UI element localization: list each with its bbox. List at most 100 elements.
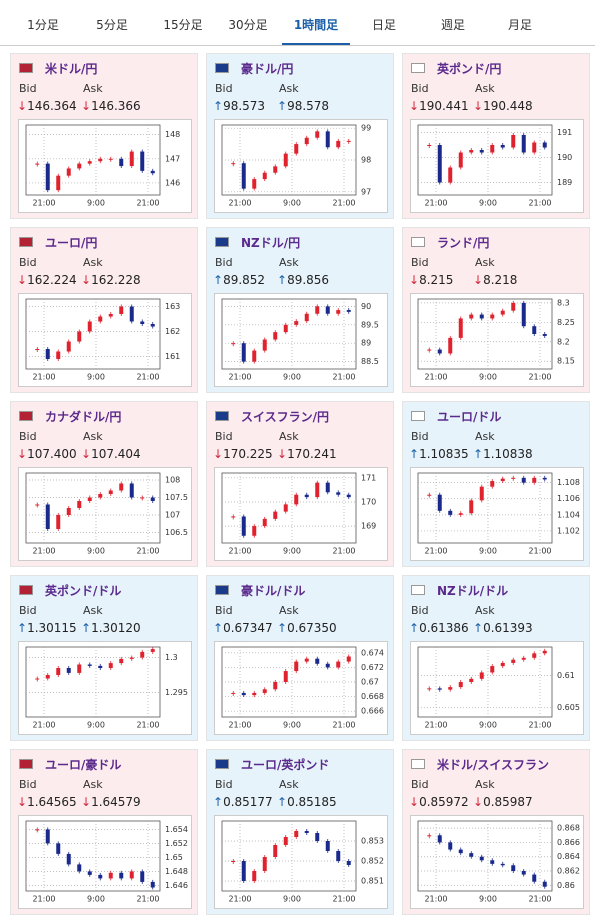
pair-name: カナダドル/円 bbox=[45, 410, 122, 424]
y-tick-label: 1.654 bbox=[165, 825, 188, 834]
ask-label: Ask bbox=[279, 82, 299, 95]
chart-box: 1.295 1.3 21:00 9:00 21:00 bbox=[18, 641, 192, 739]
candle bbox=[437, 688, 442, 690]
bid-label: Bid bbox=[411, 604, 429, 617]
y-tick-label: 1.102 bbox=[557, 526, 580, 535]
bid-value: ↓146.364 bbox=[17, 99, 77, 113]
tab[interactable]: 1分足 bbox=[27, 18, 59, 32]
y-tick-label: 0.67 bbox=[361, 678, 379, 687]
y-tick-label: 8.2 bbox=[557, 337, 570, 346]
x-tick-label: 9:00 bbox=[479, 547, 497, 556]
chart-box: 0.86 0.862 0.864 0.866 0.868 21:00 9:00 21:00 bbox=[410, 815, 584, 913]
candle bbox=[77, 664, 82, 673]
chart-box: 169 170 171 21:00 9:00 21:00 bbox=[214, 467, 388, 565]
x-tick-label: 21:00 bbox=[136, 199, 159, 208]
rate-panel[interactable]: NZドル/円 Bid Ask ↑89.852 ↑89.856 88.5 89 89.5 90 21… bbox=[206, 227, 394, 393]
tab[interactable]: 30分足 bbox=[228, 18, 268, 32]
bid-value: ↑1.10835 bbox=[409, 447, 469, 461]
x-tick-label: 21:00 bbox=[136, 721, 159, 730]
candle bbox=[273, 682, 278, 690]
tab[interactable]: 15分足 bbox=[163, 18, 203, 32]
candle bbox=[532, 477, 537, 483]
candle bbox=[304, 658, 309, 662]
candle bbox=[336, 851, 341, 861]
candle bbox=[87, 161, 92, 164]
y-tick-label: 0.86 bbox=[557, 881, 575, 890]
bid-label: Bid bbox=[19, 604, 37, 617]
y-tick-label: 0.853 bbox=[361, 837, 384, 846]
rate-panel[interactable]: ユーロ/円 Bid Ask ↓162.224 ↓162.228 161 162 163 21:0… bbox=[10, 227, 198, 393]
candle bbox=[521, 657, 526, 660]
y-tick-label: 1.108 bbox=[557, 478, 580, 487]
rate-panel[interactable]: 米ドル/スイスフラン Bid Ask ↓0.85972 ↓0.85987 0.86 0.86… bbox=[402, 749, 590, 915]
candle bbox=[252, 692, 257, 696]
candle bbox=[77, 163, 82, 169]
candle bbox=[262, 518, 267, 527]
x-tick-label: 21:00 bbox=[528, 199, 551, 208]
candle bbox=[448, 842, 453, 850]
chart-box: 97 98 99 21:00 9:00 21:00 bbox=[214, 119, 388, 217]
candle bbox=[273, 166, 278, 173]
rate-panel[interactable]: 豪ドル/ドル Bid Ask ↑0.67347 ↑0.67350 0.666 0.668 0.… bbox=[206, 575, 394, 741]
candle bbox=[437, 494, 442, 511]
x-tick-label: 9:00 bbox=[479, 373, 497, 382]
pair-name: ユーロ/ドル bbox=[437, 410, 502, 424]
candle bbox=[77, 331, 82, 342]
rate-panel[interactable]: 豪ドル/円 Bid Ask ↑98.573 ↑98.578 97 98 99 21:00 9:00… bbox=[206, 53, 394, 219]
chart-box: 1.102 1.104 1.106 1.108 21:00 9:00 21:00 bbox=[410, 467, 584, 565]
candle bbox=[262, 689, 267, 693]
flag-icon bbox=[411, 237, 425, 247]
candle bbox=[304, 313, 309, 322]
tab[interactable]: 1時間足 bbox=[293, 18, 339, 32]
y-tick-label: 0.851 bbox=[361, 877, 384, 886]
bid-value: ↑98.573 bbox=[213, 99, 266, 113]
candle bbox=[231, 692, 236, 694]
candle bbox=[427, 835, 432, 837]
candle bbox=[140, 321, 145, 324]
candle bbox=[108, 158, 113, 160]
rate-panel[interactable]: ユーロ/英ポンド Bid Ask ↑0.85177 ↑0.85185 0.851 0.852… bbox=[206, 749, 394, 915]
mini-chart: 0.605 0.61 21:00 9:00 21:00 bbox=[410, 641, 584, 735]
y-tick-label: 0.674 bbox=[361, 648, 384, 657]
ask-label: Ask bbox=[83, 82, 103, 95]
rate-panel[interactable]: ランド/円 Bid Ask ↓8.215 ↓8.218 8.15 8.2 8.25 8.3 21:… bbox=[402, 227, 590, 393]
chart-box: 106.5 107 107.5 108 21:00 9:00 21:00 bbox=[18, 467, 192, 565]
y-tick-label: 8.15 bbox=[557, 357, 575, 366]
rate-panel[interactable]: ユーロ/豪ドル Bid Ask ↓1.64565 ↓1.64579 1.646 1.648 1… bbox=[10, 749, 198, 915]
pair-name: スイスフラン/円 bbox=[241, 410, 330, 424]
ask-label: Ask bbox=[475, 430, 495, 443]
rate-panel[interactable]: ユーロ/ドル Bid Ask ↑1.10835 ↑1.10838 1.102 1.104 1.… bbox=[402, 401, 590, 567]
x-tick-label: 21:00 bbox=[424, 721, 447, 730]
candle bbox=[283, 324, 288, 333]
chart-box: 88.5 89 89.5 90 21:00 9:00 21:00 bbox=[214, 293, 388, 391]
ask-label: Ask bbox=[83, 256, 103, 269]
tab[interactable]: 月足 bbox=[507, 18, 533, 32]
rate-panel[interactable]: NZドル/ドル Bid Ask ↑0.61386 ↑0.61393 0.605 0.61 21… bbox=[402, 575, 590, 741]
plot-frame bbox=[417, 472, 553, 544]
candle bbox=[283, 153, 288, 167]
candle bbox=[448, 337, 453, 354]
candle bbox=[458, 513, 463, 515]
rate-panel[interactable]: 英ポンド/ドル Bid Ask ↑1.30115 ↑1.30120 1.295 1.3 21:… bbox=[10, 575, 198, 741]
rate-panel[interactable]: 英ポンド/円 Bid Ask ↓190.441 ↓190.448 189 190 191 21:… bbox=[402, 53, 590, 219]
y-tick-label: 189 bbox=[557, 178, 572, 187]
rate-panel[interactable]: カナダドル/円 Bid Ask ↓107.400 ↓107.404 106.5 107 107… bbox=[10, 401, 198, 567]
rate-panel[interactable]: 米ドル/円 Bid Ask ↓146.364 ↓146.366 146 147 148 21:0… bbox=[10, 53, 198, 219]
bid-value: ↓190.441 bbox=[409, 99, 469, 113]
x-tick-label: 9:00 bbox=[283, 199, 301, 208]
ask-value: ↓146.366 bbox=[81, 99, 141, 113]
rate-panel[interactable]: スイスフラン/円 Bid Ask ↓170.225 ↓170.241 169 170 171 2… bbox=[206, 401, 394, 567]
pair-name: 米ドル/円 bbox=[45, 62, 98, 76]
candle bbox=[150, 881, 155, 888]
candle bbox=[448, 687, 453, 690]
mini-chart: 106.5 107 107.5 108 21:00 9:00 21:00 bbox=[18, 467, 192, 561]
flag-icon bbox=[19, 585, 33, 595]
y-tick-label: 1.3 bbox=[165, 653, 178, 662]
tab[interactable]: 日足 bbox=[371, 18, 397, 32]
ask-label: Ask bbox=[279, 256, 299, 269]
tab[interactable]: 5分足 bbox=[96, 18, 128, 32]
candle bbox=[490, 481, 495, 487]
tab[interactable]: 週足 bbox=[440, 18, 466, 32]
candle bbox=[511, 659, 516, 663]
mini-chart: 0.851 0.852 0.853 21:00 9:00 21:00 bbox=[214, 815, 388, 909]
